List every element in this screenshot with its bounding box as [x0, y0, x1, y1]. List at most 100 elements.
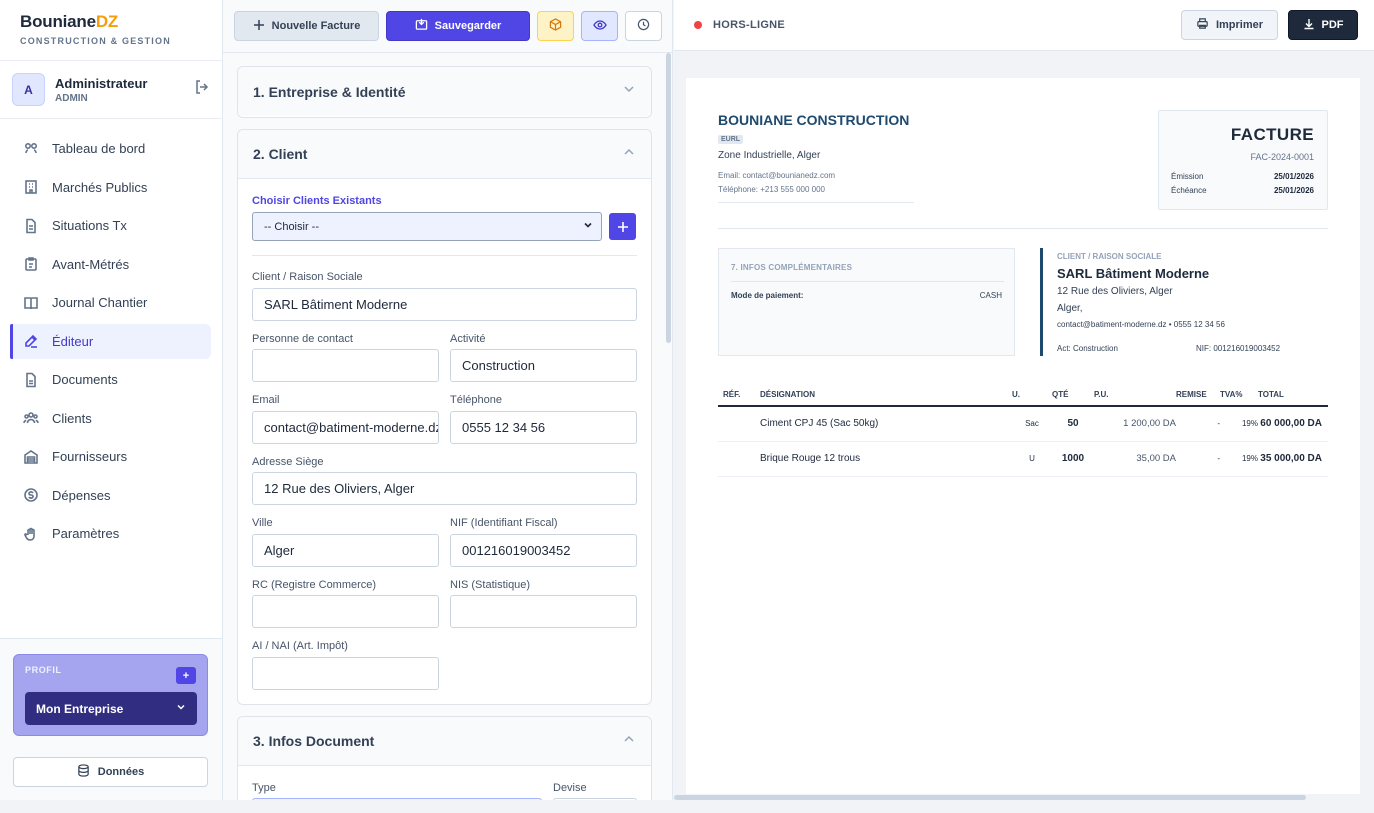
chevron-down-icon [622, 82, 636, 101]
sidebar-item-label: Tableau de bord [52, 141, 146, 156]
cell-total: 60 000,00 DA [1258, 406, 1328, 442]
section-title: 2. Client [253, 146, 308, 162]
save-button[interactable]: Sauvegarder [386, 11, 530, 41]
activity-input[interactable]: Construction [450, 349, 637, 382]
sidebar-item-journal-chantier[interactable]: Journal Chantier [10, 285, 211, 320]
cell-qty: 1000 [1052, 441, 1094, 477]
sidebar-item-depenses[interactable]: Dépenses [10, 478, 211, 513]
contact-input[interactable] [252, 349, 439, 382]
preview-panel: HORS-LIGNE Imprimer PDF BOUNIANE CONSTRU… [674, 0, 1374, 800]
divider [718, 202, 914, 203]
package-icon [549, 18, 562, 34]
nis-input[interactable] [450, 595, 637, 628]
phone-field[interactable]: 0555 12 34 56 [450, 411, 637, 444]
chevron-up-icon [622, 145, 636, 164]
save-icon [415, 18, 428, 34]
sidebar-item-clients[interactable]: Clients [10, 401, 211, 436]
user-info: Administrateur ADMIN [55, 76, 194, 104]
data-button[interactable]: Données [13, 757, 208, 787]
additional-info-title: 7. INFOS COMPLÉMENTAIRES [731, 263, 853, 272]
warehouse-icon [24, 449, 38, 464]
section-document: 3. Infos Document Type Devise [237, 716, 652, 800]
ai-input[interactable] [252, 657, 439, 690]
client-contact: contact@batiment-moderne.dz • 0555 12 34… [1057, 320, 1225, 329]
add-profile-button[interactable]: + [176, 667, 196, 684]
sidebar-item-tableau-de-bord[interactable]: Tableau de bord [10, 131, 211, 166]
plus-icon [253, 19, 265, 34]
column-header: RÉF. [718, 384, 760, 407]
sidebar-item-editeur[interactable]: Éditeur [10, 323, 211, 359]
invoice-title: FACTURE [1230, 125, 1314, 144]
client-activity: Act: Construction [1057, 344, 1118, 353]
table-row: Ciment CPJ 45 (Sac 50kg) Sac 50 1 200,00… [718, 406, 1328, 442]
address-input[interactable]: 12 Rue des Oliviers, Alger [252, 472, 637, 505]
client-caption: CLIENT / RAISON SOCIALE [1057, 252, 1162, 261]
type-label: Type [252, 782, 276, 794]
download-icon [1303, 18, 1315, 33]
sidebar-item-parametres[interactable]: Paramètres [10, 516, 211, 551]
cell-unit: U [1012, 441, 1052, 477]
invoice-header-box: FACTURE FAC-2024-0001 Émission 25/01/202… [1158, 110, 1328, 210]
city-label: Ville [252, 517, 273, 529]
section-client-header[interactable]: 2. Client [238, 130, 651, 179]
company-email: Email: contact@bounianedz.com [718, 171, 836, 180]
add-client-button[interactable] [609, 213, 636, 240]
type-select[interactable] [252, 798, 542, 800]
package-button[interactable] [537, 11, 574, 41]
user-panel: A Administrateur ADMIN [0, 61, 222, 119]
profile-card: PROFIL + Mon Entreprise [13, 654, 208, 736]
clock-icon [637, 18, 650, 34]
city-input[interactable]: Alger [252, 534, 439, 567]
profile-label: PROFIL [25, 665, 62, 675]
raison-input[interactable]: SARL Bâtiment Moderne [252, 288, 637, 321]
sidebar-item-marches-publics[interactable]: Marchés Publics [10, 170, 211, 205]
cell-unit-price: 1 200,00 DA [1094, 406, 1176, 442]
section-company-header[interactable]: 1. Entreprise & Identité [238, 67, 651, 116]
client-address: 12 Rue des Oliviers, Alger [1057, 286, 1173, 297]
contact-label: Personne de contact [252, 333, 353, 345]
logout-icon[interactable] [194, 79, 210, 100]
sidebar-item-situations-tx[interactable]: Situations Tx [10, 208, 211, 243]
sidebar-item-avant-metres[interactable]: Avant-Métrés [10, 247, 211, 282]
rc-input[interactable] [252, 595, 439, 628]
users-icon [23, 412, 39, 424]
editor-scroll[interactable]: 1. Entreprise & Identité 2. Client Chois… [223, 53, 672, 800]
pdf-button[interactable]: PDF [1288, 10, 1358, 40]
sidebar-item-fournisseurs[interactable]: Fournisseurs [10, 439, 211, 474]
nif-input[interactable]: 001216019003452 [450, 534, 637, 567]
table-header-row: RÉF. DÉSIGNATION U. QTÉ P.U. REMISE TVA%… [718, 384, 1328, 407]
sidebar-item-label: Documents [52, 372, 118, 387]
existing-clients-select[interactable]: -- Choisir -- [252, 212, 602, 241]
user-name: Administrateur [55, 75, 148, 91]
company-phone: Téléphone: +213 555 000 000 [718, 185, 825, 194]
sidebar-bottom: PROFIL + Mon Entreprise Données [0, 638, 222, 800]
sidebar-item-documents[interactable]: Documents [10, 362, 211, 397]
client-nif: NIF: 001216019003452 [1196, 344, 1281, 353]
additional-info-box: 7. INFOS COMPLÉMENTAIRES Mode de paiemen… [718, 248, 1015, 356]
address-label: Adresse Siège [252, 456, 324, 468]
connection-status: HORS-LIGNE [713, 19, 786, 31]
currency-select[interactable] [553, 798, 637, 800]
cell-unit: Sac [1012, 406, 1052, 442]
section-document-header[interactable]: 3. Infos Document [238, 717, 651, 766]
history-button[interactable] [625, 11, 662, 41]
eye-icon [592, 18, 607, 35]
file-icon [26, 372, 36, 387]
cell-designation: Brique Rouge 12 trous [760, 441, 1012, 477]
building-icon [25, 180, 37, 194]
column-header: P.U. [1094, 384, 1176, 407]
print-button[interactable]: Imprimer [1181, 10, 1278, 40]
hand-icon [24, 527, 35, 541]
preview-toggle-button[interactable] [581, 11, 618, 41]
avatar: A [12, 73, 45, 106]
horizontal-scrollbar[interactable] [674, 795, 1306, 800]
client-block: CLIENT / RAISON SOCIALE SARL Bâtiment Mo… [1040, 248, 1330, 356]
nis-label: NIS (Statistique) [450, 579, 531, 591]
column-header: U. [1012, 384, 1052, 407]
email-field[interactable]: contact@batiment-moderne.dz [252, 411, 439, 444]
client-name: SARL Bâtiment Moderne [1057, 266, 1210, 281]
profile-select[interactable]: Mon Entreprise [25, 692, 197, 725]
vertical-scrollbar[interactable] [666, 53, 671, 343]
edit-icon [25, 334, 38, 348]
new-invoice-button[interactable]: Nouvelle Facture [234, 11, 379, 41]
